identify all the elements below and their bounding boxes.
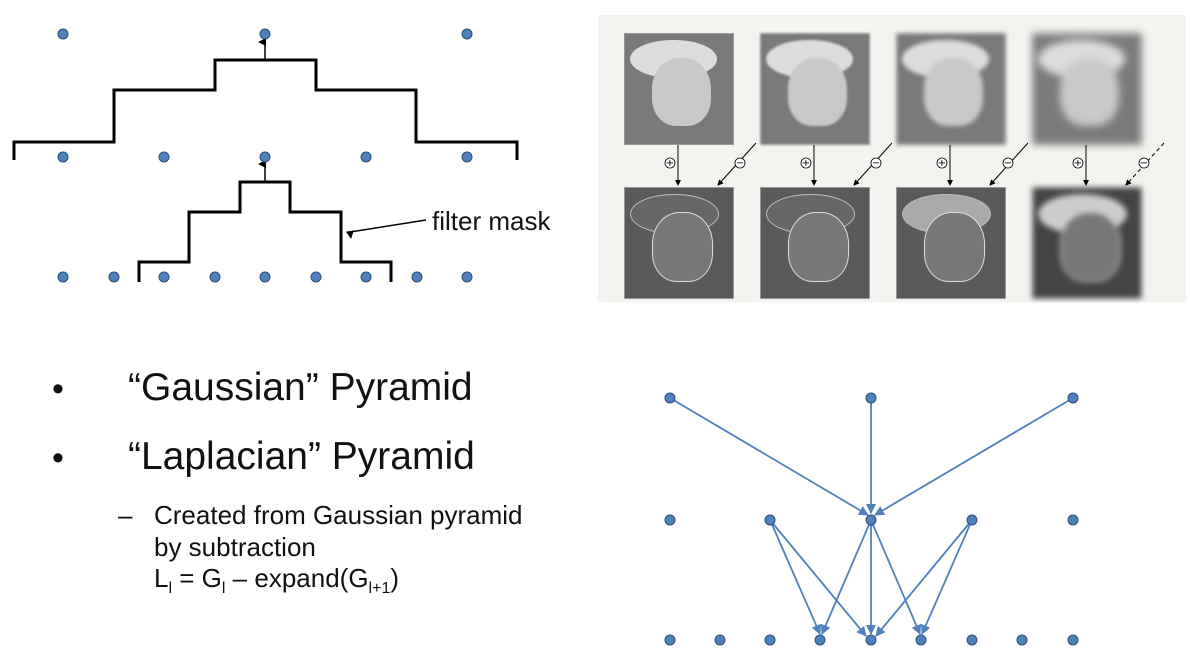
operator-plus: + [666,158,674,169]
node [1067,514,1079,526]
filter-mask-pointer [345,219,427,239]
node [259,28,271,40]
node [158,271,170,283]
gaussian-image-level-2 [896,33,1006,145]
sub-bullet-line2: by subtraction [154,531,316,562]
operator-plus: + [1074,158,1082,169]
bullet-laplacian: • “Laplacian” Pyramid [52,437,612,476]
node [158,151,170,163]
bullet-dot: • [52,439,64,477]
bullet-gaussian: • “Gaussian” Pyramid [52,368,612,407]
arrow [875,519,973,637]
arrow [769,519,821,635]
sub-bullet-dash: – [118,500,133,530]
gaussian-image-level-1 [760,33,870,145]
node [57,271,69,283]
laplacian-image-level-0 [624,187,734,299]
node [915,634,927,646]
left-nodes-row2 [57,151,473,163]
node [764,634,776,646]
arrow [669,397,869,516]
node [814,634,826,646]
node [259,271,271,283]
left-nodes-row1 [57,28,473,40]
bullet-list: • “Gaussian” Pyramid • “Laplacian” Pyram… [52,368,612,506]
node [461,271,473,283]
arrow [820,519,872,635]
node [1067,634,1079,646]
right-nodes-row2 [664,514,1079,526]
filter-mask-top [12,58,519,160]
node [259,151,271,163]
right-pyramid-arrows [669,397,1074,637]
gaussian-image-level-0 [624,33,734,145]
right-nodes-row3 [664,634,1079,646]
operator-minus: − [736,158,744,169]
laplacian-formula: Ll = Gl – expand(Gl+1) [154,563,400,598]
photo-panel-connectors: + − + − + − + − [664,142,1165,186]
node [209,271,221,283]
laplacian-image-level-2 [896,187,1006,299]
operator-minus: − [1140,158,1148,169]
node [360,271,372,283]
node [764,514,776,526]
node [714,634,726,646]
node [360,151,372,163]
operator-minus: − [872,158,880,169]
laplacian-image-level-3 [1032,187,1142,299]
sub-bullet: – Created from Gaussian pyramid by subtr… [118,500,522,599]
node [461,151,473,163]
operator-plus: + [802,158,810,169]
filter-mask-label: filter mask [432,206,551,236]
operator-minus: − [1004,158,1012,169]
node [461,28,473,40]
sub-bullet-line1: Created from Gaussian pyramid [154,500,523,530]
left-nodes-row3 [57,271,473,283]
gaussian-image-level-3 [1032,33,1142,145]
right-nodes-row1 [664,392,1079,404]
node [108,271,120,283]
node [664,514,676,526]
node [664,634,676,646]
node [966,514,978,526]
node [310,271,322,283]
arrow [769,519,867,637]
arrow [874,397,1074,516]
node [57,151,69,163]
bullet-dot: • [52,370,64,408]
node [664,392,676,404]
bullet-label: “Laplacian” Pyramid [128,435,475,478]
node [865,392,877,404]
node [1067,392,1079,404]
node [865,634,877,646]
node [411,271,423,283]
operator-plus: + [938,158,946,169]
arrow [870,519,922,635]
node [57,28,69,40]
node [1016,634,1028,646]
arrow [921,519,973,635]
node [865,514,877,526]
laplacian-image-level-1 [760,187,870,299]
pyramid-photo-panel: + − + − + − + − [598,15,1186,302]
node [966,634,978,646]
bullet-label: “Gaussian” Pyramid [128,366,473,409]
